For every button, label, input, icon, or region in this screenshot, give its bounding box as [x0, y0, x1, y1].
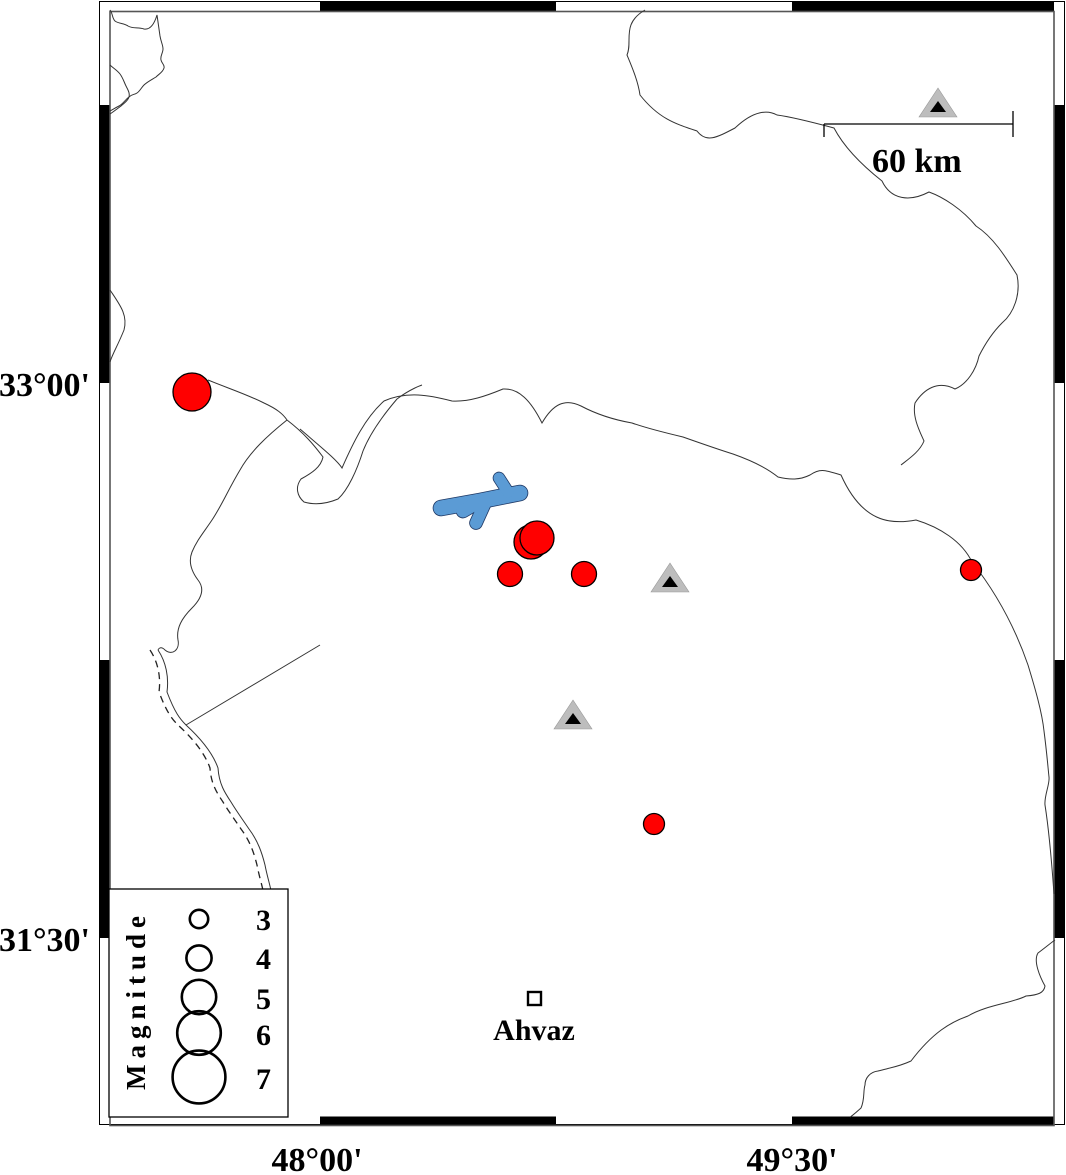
svg-text:Magnitude: Magnitude — [121, 910, 151, 1090]
svg-text:4: 4 — [256, 943, 271, 976]
svg-text:3: 3 — [256, 904, 271, 937]
svg-text:Ahvaz: Ahvaz — [493, 1014, 575, 1047]
svg-text:7: 7 — [256, 1063, 271, 1096]
svg-text:5: 5 — [256, 983, 271, 1016]
svg-text:49°30': 49°30' — [746, 1142, 837, 1175]
svg-text:6: 6 — [256, 1019, 271, 1052]
svg-text:33°00': 33°00' — [0, 367, 90, 404]
svg-text:31°30': 31°30' — [0, 922, 90, 959]
svg-text:48°00': 48°00' — [271, 1142, 362, 1175]
svg-text:60 km: 60 km — [872, 143, 962, 180]
